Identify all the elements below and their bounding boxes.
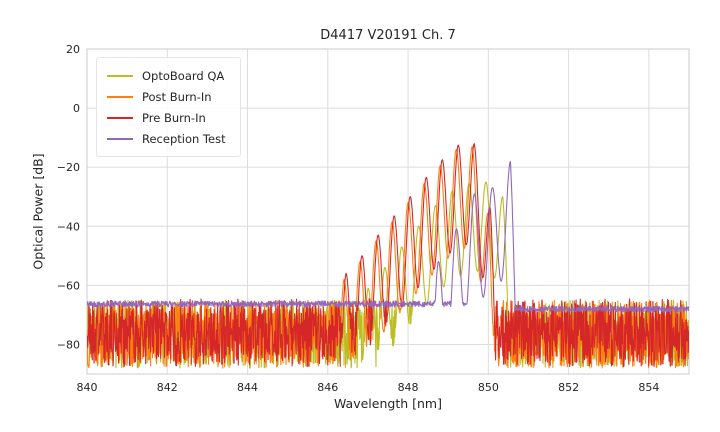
y-tick-label: −40 [57,220,80,233]
x-tick-label: 852 [558,381,579,394]
legend-swatch-line [107,95,133,98]
x-axis-label: Wavelength [nm] [334,396,442,411]
legend-swatch-line [107,116,133,119]
y-axis-label: Optical Power [dB] [30,153,46,270]
x-tick-label: 850 [478,381,499,394]
x-tick-label: 842 [157,381,178,394]
x-tick-label: 848 [398,381,419,394]
legend-swatch-line [107,137,133,140]
series-pre-burn-in [87,143,689,368]
legend-item-post-burn-in: Post Burn-In [107,86,226,107]
legend-item-reception-test: Reception Test [107,128,226,149]
y-tick-label: −80 [57,338,80,351]
series-reception-test [87,160,689,313]
plot-border [86,48,690,375]
legend-item-optoboard-qa: OptoBoard QA [107,65,226,86]
legend-swatch-line [107,74,133,77]
legend: OptoBoard QA Post Burn-In Pre Burn-In Recep… [96,57,241,157]
x-tick-label: 840 [77,381,98,394]
legend-item-pre-burn-in: Pre Burn-In [107,107,226,128]
legend-label: Post Burn-In [142,89,212,104]
chart-title: D4417 V20191 Ch. 7 [320,28,456,43]
legend-label: OptoBoard QA [142,68,225,83]
y-tick-label: 0 [73,102,80,115]
legend-label: Reception Test [142,131,226,146]
legend-label: Pre Burn-In [142,110,206,125]
y-tick-label: −20 [57,161,80,174]
x-tick-label: 844 [237,381,258,394]
y-tick-label: −60 [57,279,80,292]
x-tick-label: 854 [638,381,659,394]
y-tick-label: 20 [66,43,80,56]
x-tick-label: 846 [317,381,338,394]
